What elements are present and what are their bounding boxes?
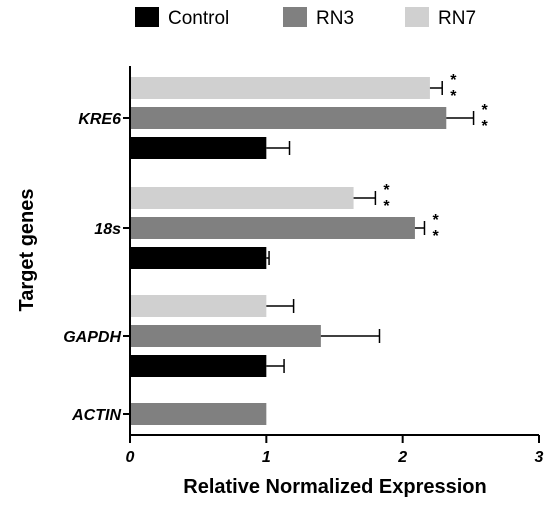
significance-star: * (482, 102, 489, 119)
significance-star: * (383, 182, 390, 199)
y-ticks: KRE6 18s GAPDH ACTIN (63, 111, 130, 424)
category-label: GAPDH (63, 329, 121, 346)
error-bars (266, 81, 475, 373)
bars (130, 77, 447, 425)
bar-18s-rn7 (130, 187, 354, 209)
significance-star: * (432, 212, 439, 229)
bar-gapdh-control (130, 355, 267, 377)
x-tick-label: 2 (397, 449, 407, 466)
category-label: KRE6 (78, 111, 121, 128)
significance-star: * (432, 228, 439, 245)
bar-kre6-rn3 (130, 107, 447, 129)
legend-label: RN7 (438, 8, 476, 29)
legend-swatch-rn3 (283, 7, 307, 27)
category-label: ACTIN (71, 407, 121, 424)
bar-actin-rn3 (130, 403, 267, 425)
bar-18s-control (130, 247, 267, 269)
bar-kre6-rn7 (130, 77, 430, 99)
bar-18s-rn3 (130, 217, 415, 239)
x-tick-label: 1 (262, 449, 271, 466)
x-axis-title: Relative Normalized Expression (183, 476, 486, 498)
y-axis-title: Target genes (16, 189, 38, 312)
significance-markers: ******** (383, 72, 488, 245)
category-label: 18s (94, 221, 121, 238)
legend-swatch-rn7 (405, 7, 429, 27)
bar-kre6-control (130, 137, 267, 159)
axes (129, 66, 539, 436)
significance-star: * (450, 72, 457, 89)
x-ticks: 0 1 2 3 (126, 435, 544, 466)
legend: Control RN3 RN7 (135, 7, 476, 29)
legend-label: Control (168, 8, 229, 29)
x-tick-label: 3 (535, 449, 544, 466)
significance-star: * (450, 88, 457, 105)
bar-gapdh-rn7 (130, 295, 267, 317)
significance-star: * (383, 198, 390, 215)
x-tick-label: 0 (126, 449, 135, 466)
significance-star: * (482, 118, 489, 135)
bar-gapdh-rn3 (130, 325, 321, 347)
legend-label: RN3 (316, 8, 354, 29)
legend-swatch-control (135, 7, 159, 27)
